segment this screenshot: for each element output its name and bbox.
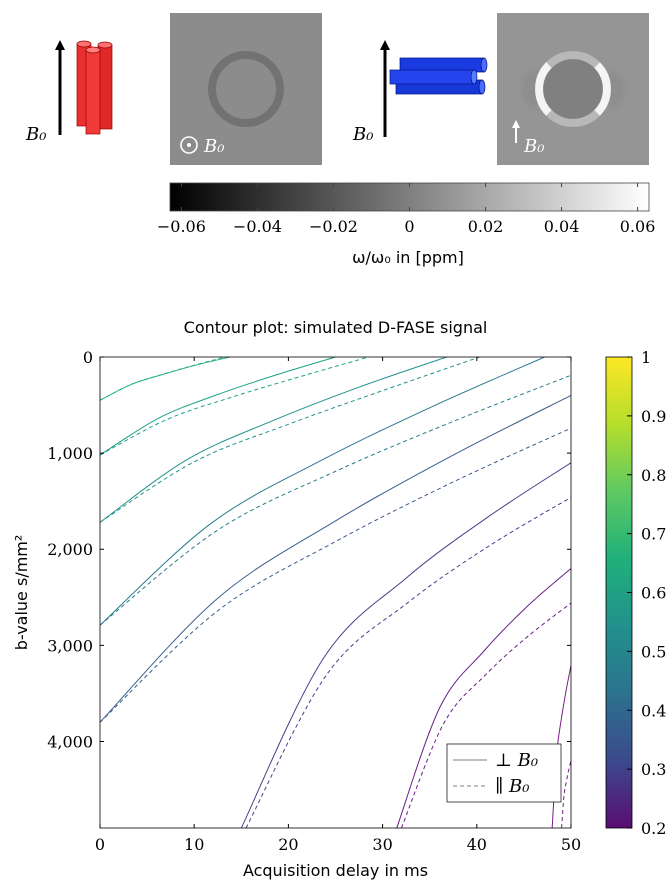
- contour-line: [100, 357, 369, 456]
- colorbar-tick-label: 0.2: [641, 819, 666, 838]
- contour-line: [100, 427, 571, 723]
- x-tick-label: 0: [95, 835, 105, 854]
- contour-line: [100, 357, 447, 523]
- image-label: B₀: [203, 136, 224, 157]
- contour-line: [400, 602, 571, 828]
- y-tick-label: 4,000: [47, 732, 93, 751]
- x-tick-label: 10: [184, 835, 204, 854]
- contour-line: [100, 357, 545, 626]
- x-tick-label: −0.02: [309, 217, 358, 236]
- x-axis-label: Acquisition delay in ms: [243, 861, 428, 880]
- x-tick-label: −0.06: [157, 217, 206, 236]
- colorbar-tick-label: 0.3: [641, 760, 666, 779]
- field-map-perpendicular: B₀: [170, 13, 322, 165]
- contour-line: [100, 357, 231, 401]
- x-tick-label: 50: [561, 835, 581, 854]
- x-tick-label: 0: [404, 217, 414, 236]
- contour-line: [240, 462, 571, 828]
- legend-label: ∥ B₀: [495, 776, 529, 797]
- y-tick-label: 0: [83, 348, 93, 367]
- colorbar-tick-label: 0.4: [641, 701, 666, 720]
- y-tick-label: 2,000: [47, 540, 93, 559]
- red-cylinders: [76, 40, 113, 135]
- x-tick-label: 30: [372, 835, 392, 854]
- contour-line: [100, 357, 336, 456]
- contour-line: [100, 374, 571, 626]
- legend-box: [446, 743, 562, 803]
- y-axis-label: b-value s/mm²: [12, 535, 31, 651]
- legend-label: ⊥ B₀: [495, 750, 538, 771]
- contour-line: [561, 760, 571, 828]
- field-label: B₀: [352, 124, 373, 145]
- x-tick-label: −0.04: [233, 217, 282, 236]
- y-tick-label: 1,000: [47, 444, 93, 463]
- colorbar-tick-label: 0.8: [641, 466, 666, 485]
- arrow-head: [380, 40, 390, 50]
- x-axis-label: ω/ω₀ in [ppm]: [352, 248, 464, 267]
- x-tick-label: 0.06: [620, 217, 656, 236]
- x-tick-label: 0.04: [544, 217, 580, 236]
- colorbar-tick-label: 0.7: [641, 525, 666, 544]
- colorbar: [169, 182, 650, 212]
- contour-line: [245, 496, 571, 828]
- x-tick-label: 40: [467, 835, 487, 854]
- field-map-parallel: B₀: [497, 13, 649, 165]
- x-tick-label: 20: [278, 835, 298, 854]
- contour-line: [100, 357, 480, 523]
- contour-line: [100, 357, 226, 401]
- colorbar-tick-label: 1: [641, 348, 651, 367]
- image-label: B₀: [523, 136, 544, 157]
- colorbar-tick-label: 0.9: [641, 407, 666, 426]
- field-label: B₀: [25, 124, 46, 145]
- arrow-head: [55, 40, 65, 50]
- plot-frame: [99, 356, 572, 829]
- chart-title: Contour plot: simulated D-FASE signal: [184, 318, 488, 337]
- plot-area: [100, 357, 571, 828]
- contour-line: [100, 395, 571, 723]
- y-tick-label: 3,000: [47, 636, 93, 655]
- colorbar-tick-label: 0.6: [641, 584, 666, 603]
- colorbar-tick-label: 0.5: [641, 642, 666, 661]
- contour-line: [396, 568, 571, 828]
- blue-cylinders: [389, 57, 488, 95]
- x-tick-label: 0.02: [468, 217, 504, 236]
